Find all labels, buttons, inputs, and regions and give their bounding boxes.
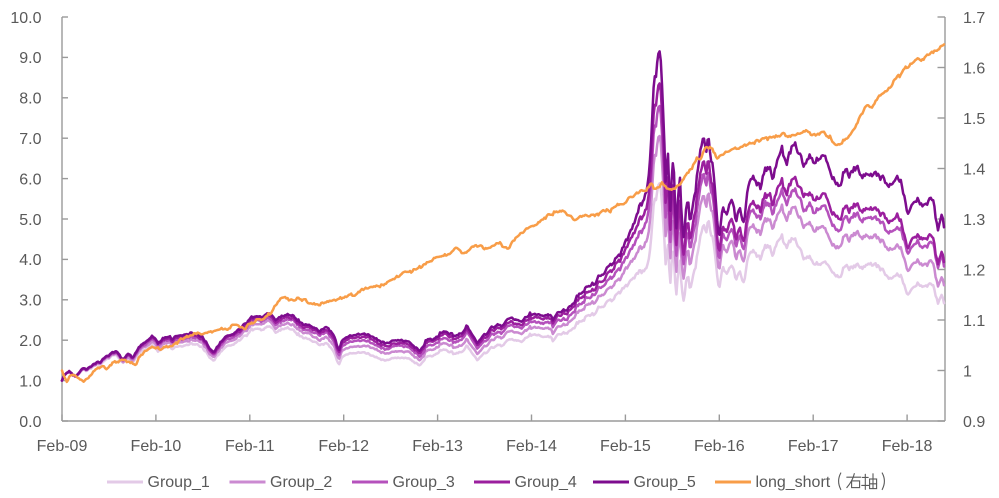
svg-text:Feb-12: Feb-12 bbox=[318, 438, 369, 455]
svg-text:Feb-09: Feb-09 bbox=[37, 438, 88, 455]
svg-text:8.0: 8.0 bbox=[19, 91, 41, 108]
svg-text:Group_2: Group_2 bbox=[270, 474, 332, 491]
svg-text:5.0: 5.0 bbox=[19, 212, 41, 229]
svg-text:1.6: 1.6 bbox=[963, 60, 985, 77]
svg-text:2.0: 2.0 bbox=[19, 333, 41, 350]
svg-text:1.3: 1.3 bbox=[963, 212, 985, 229]
svg-text:1.5: 1.5 bbox=[963, 111, 985, 128]
svg-text:Group_4: Group_4 bbox=[515, 474, 577, 491]
svg-text:7.0: 7.0 bbox=[19, 131, 41, 148]
svg-text:Feb-10: Feb-10 bbox=[131, 438, 182, 455]
svg-text:9.0: 9.0 bbox=[19, 50, 41, 67]
svg-text:Feb-14: Feb-14 bbox=[506, 438, 557, 455]
svg-text:1.0: 1.0 bbox=[19, 373, 41, 390]
svg-text:Group_3: Group_3 bbox=[393, 474, 455, 491]
svg-text:1.4: 1.4 bbox=[963, 161, 985, 178]
svg-text:Group_5: Group_5 bbox=[634, 474, 696, 491]
svg-text:0.0: 0.0 bbox=[19, 414, 41, 431]
svg-text:1: 1 bbox=[963, 363, 972, 380]
svg-text:Feb-17: Feb-17 bbox=[788, 438, 839, 455]
svg-text:Group_1: Group_1 bbox=[148, 474, 210, 491]
svg-text:Feb-15: Feb-15 bbox=[600, 438, 651, 455]
svg-text:4.0: 4.0 bbox=[19, 252, 41, 269]
svg-text:Feb-13: Feb-13 bbox=[412, 438, 463, 455]
svg-text:1.1: 1.1 bbox=[963, 313, 985, 330]
svg-text:10.0: 10.0 bbox=[10, 10, 41, 27]
svg-text:long_short: long_short bbox=[756, 474, 831, 491]
svg-text:1.7: 1.7 bbox=[963, 10, 985, 27]
svg-text:Feb-11: Feb-11 bbox=[225, 438, 275, 455]
svg-text:3.0: 3.0 bbox=[19, 293, 41, 310]
svg-text:Feb-18: Feb-18 bbox=[882, 438, 933, 455]
svg-text:1.2: 1.2 bbox=[963, 262, 985, 279]
svg-text:6.0: 6.0 bbox=[19, 171, 41, 188]
svg-text:0.9: 0.9 bbox=[963, 414, 985, 431]
svg-text:Feb-16: Feb-16 bbox=[694, 438, 745, 455]
